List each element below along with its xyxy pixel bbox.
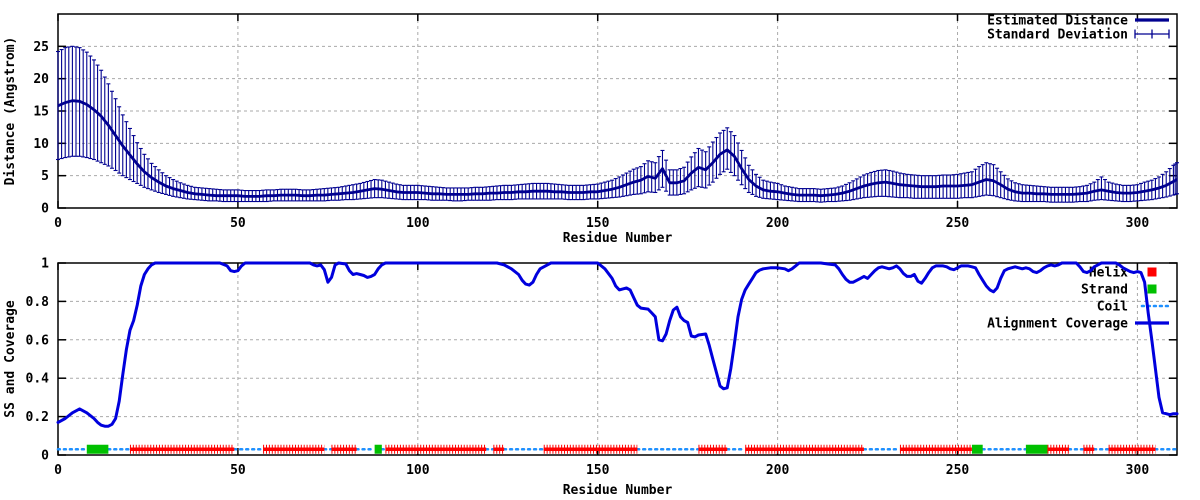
x-tick-label: 300: [1126, 463, 1150, 478]
distance-chart: 0 50 100 150 200 250 300 0 5 10 15 20 25 Residue Numb…: [3, 13, 1179, 246]
y-tick-label: 0.4: [26, 372, 50, 387]
x-tick-label: 100: [406, 463, 430, 478]
x-tick-label: 250: [946, 463, 970, 478]
series-strand: [86, 444, 1048, 454]
x-tick-label: 200: [766, 463, 790, 478]
series-estimated-distance: [56, 45, 1179, 203]
y-axis-title: SS and Coverage: [3, 300, 18, 418]
legend-label-coil: Coil: [1097, 300, 1128, 315]
legend-label-helix: Helix: [1089, 266, 1128, 281]
x-tick-label: 50: [230, 216, 246, 231]
legend-label-strand: Strand: [1081, 283, 1128, 298]
x-axis-title: Residue Number: [563, 483, 673, 498]
x-axis-title: Residue Number: [563, 231, 673, 246]
y-tick-label: 5: [41, 169, 49, 184]
y-tick-label: 0.2: [26, 410, 49, 425]
x-tick-label: 150: [586, 463, 610, 478]
grid: [58, 14, 1177, 208]
mean-line: [57, 99, 1178, 198]
x-tick-label: 150: [586, 216, 610, 231]
x-tick-label: 250: [946, 216, 970, 231]
grid: [58, 263, 1177, 455]
y-tick-label: 1: [41, 257, 49, 272]
tick-labels: 0 50 100 150 200 250 300 0 0.2 0.4 0.6 0.8 1: [26, 257, 1150, 479]
x-tick-label: 100: [406, 216, 430, 231]
y-tick-label: 0: [41, 449, 49, 464]
legend-label-estimated-distance: Estimated Distance: [987, 14, 1128, 29]
x-tick-label: 300: [1126, 216, 1150, 231]
y-tick-label: 0.6: [26, 333, 50, 348]
y-tick-label: 20: [33, 72, 49, 87]
legend-square-swatch: [1147, 267, 1157, 277]
legend-label-alignment-coverage: Alignment Coverage: [987, 317, 1128, 332]
y-tick-label: 10: [33, 137, 49, 152]
x-tick-label: 200: [766, 216, 790, 231]
x-tick-label: 0: [54, 216, 62, 231]
legend: Helix Strand Coil Alignment Coverage: [987, 266, 1171, 332]
tick-labels: 0 50 100 150 200 250 300 0 5 10 15 20 25: [33, 40, 1149, 231]
ss-coverage-chart: 0 50 100 150 200 250 300 0 0.2 0.4 0.6 0.8 1 Residue …: [3, 257, 1179, 498]
x-tick-label: 0: [54, 463, 62, 478]
series-alignment-coverage: [56, 261, 1179, 428]
y-tick-label: 25: [33, 40, 49, 55]
y-axis-title: Distance (Angstrom): [3, 37, 18, 186]
legend-square-swatch: [1147, 284, 1157, 294]
coverage-line: [56, 261, 1179, 428]
y-tick-label: 0.8: [26, 295, 50, 310]
legend-label-standard-deviation: Standard Deviation: [987, 28, 1128, 43]
plot-border: [57, 262, 1178, 456]
y-tick-label: 15: [33, 105, 49, 120]
x-tick-label: 50: [230, 463, 246, 478]
y-tick-label: 0: [41, 202, 49, 217]
